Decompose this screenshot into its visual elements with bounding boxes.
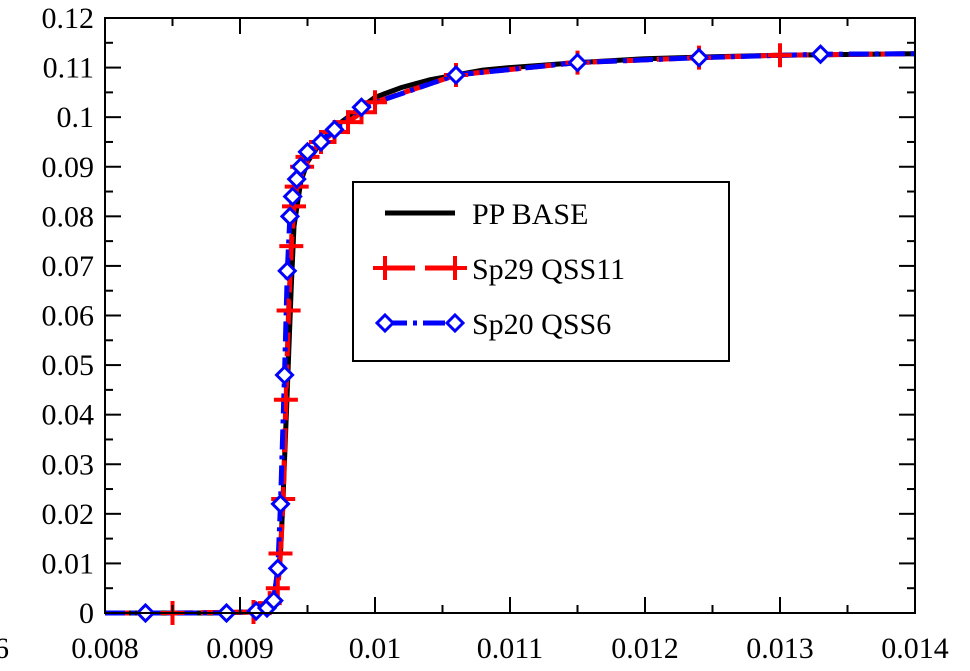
diamond-marker	[279, 206, 301, 227]
y-tick-label: 0.08	[42, 200, 95, 233]
x-tick-label: 0.013	[746, 632, 814, 665]
x-tick-label: 0.011	[477, 632, 543, 665]
plus-marker	[279, 234, 304, 259]
diamond-marker	[810, 44, 831, 65]
x-tick-label: 0.008	[71, 632, 139, 665]
plus-marker	[336, 110, 360, 135]
y-tick-label: 0.09	[42, 151, 95, 184]
plus-marker	[443, 256, 467, 280]
plus-marker	[273, 387, 298, 412]
y-tick-label: 0.06	[42, 300, 95, 333]
x-left-cut-label: 6	[0, 632, 9, 665]
legend-label: Sp20 QSS6	[472, 308, 611, 341]
diamond-marker	[267, 558, 288, 579]
diamond-marker	[324, 119, 345, 140]
diamond-marker	[374, 312, 396, 334]
y-tick-label: 0.05	[42, 349, 95, 382]
x-tick-label: 0.014	[881, 632, 949, 665]
x-tick-label: 0.01	[349, 632, 402, 665]
diamond-marker	[297, 141, 318, 162]
diamond-marker	[688, 47, 710, 68]
diamond-marker	[444, 312, 466, 334]
diamond-marker	[263, 590, 284, 611]
y-tick-label: 0.04	[42, 399, 95, 432]
plus-marker	[373, 256, 397, 280]
legend: PP BASE Sp29 QSS11 Sp20 QSS6	[352, 181, 730, 362]
diamond-marker	[351, 97, 372, 118]
diamond-marker	[567, 52, 588, 73]
axis-ticks	[104, 17, 916, 614]
plus-marker	[768, 43, 792, 68]
y-tick-labels: 0 0.01 0.02 0.03 0.04 0.05 0.06 0.07 0.08 0.09 0.1…	[42, 2, 95, 630]
series-markers	[135, 43, 831, 625]
y-tick-label: 0.07	[42, 250, 95, 283]
diamond-marker	[445, 64, 467, 86]
diamond-marker	[282, 186, 303, 207]
y-tick-label: 0.1	[57, 101, 95, 134]
x-tick-labels: 0.008 0.009 0.01 0.011 0.012 0.013 0.014	[71, 632, 949, 665]
y-tick-label: 0.02	[42, 498, 95, 531]
plus-marker	[363, 90, 387, 115]
x-tick-label: 0.009	[206, 632, 274, 665]
y-tick-label: 0	[79, 597, 94, 630]
plus-marker	[276, 298, 301, 323]
legend-label: Sp29 QSS11	[472, 253, 625, 286]
diamond-marker	[310, 131, 332, 153]
legend-label: PP BASE	[472, 198, 588, 231]
y-tick-label: 0.03	[42, 448, 95, 481]
diamond-marker	[290, 156, 311, 177]
diamond-marker	[274, 364, 295, 386]
y-tick-label: 0.12	[42, 2, 95, 35]
diamond-marker	[270, 493, 291, 515]
y-tick-label: 0.01	[42, 547, 95, 580]
x-tick-label: 0.012	[611, 632, 679, 665]
y-tick-label: 0.11	[43, 52, 94, 85]
diamond-marker	[277, 260, 298, 281]
